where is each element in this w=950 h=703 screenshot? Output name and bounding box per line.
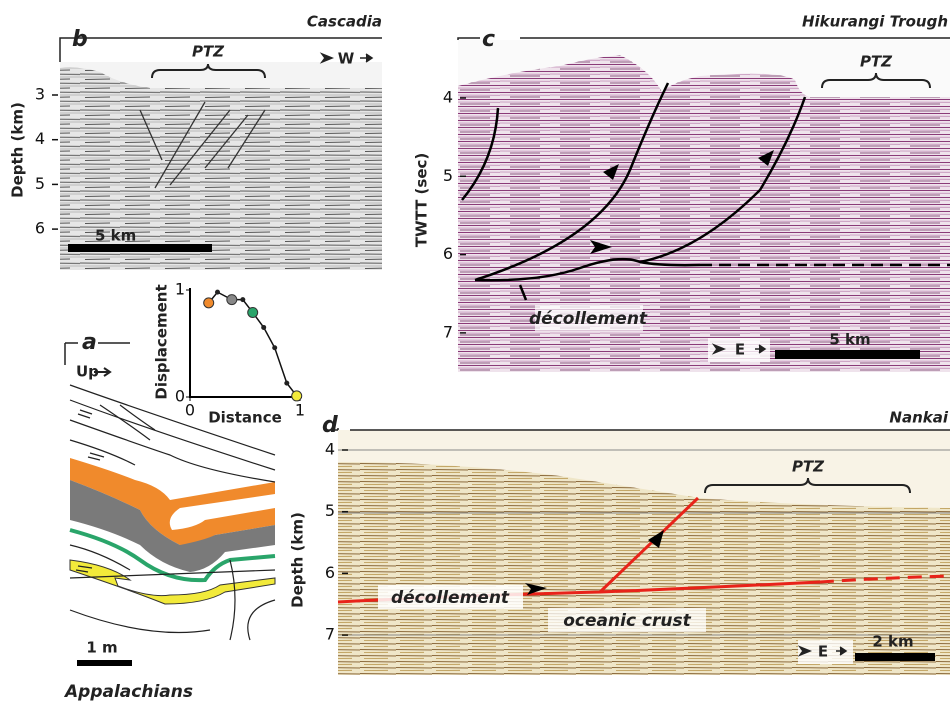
direction-label: Up [76, 363, 99, 381]
axis-label: Depth (km) [9, 102, 27, 198]
tick-label: 7 [325, 625, 335, 644]
scale-bar [68, 244, 212, 252]
tick-label: 6 [443, 244, 453, 263]
tick-label: 5 [325, 501, 335, 520]
zone-label: PTZ [192, 43, 225, 61]
inset-point [215, 290, 220, 295]
inset-y-tick-label: 1 [175, 280, 185, 299]
inset-point [227, 295, 237, 305]
inset-x-tick-label: 1 [295, 401, 305, 420]
panel-title: Cascadia [307, 13, 382, 31]
panel-frame [330, 428, 950, 430]
tick-label: 6 [35, 219, 45, 238]
scale-bar [855, 653, 935, 661]
inset-point [261, 325, 266, 330]
zone-label: PTZ [792, 458, 825, 476]
inset-point [272, 345, 277, 350]
tick-label: 3 [35, 85, 45, 104]
inset-point [248, 307, 258, 317]
layer-yellow [70, 560, 275, 604]
direction-label: E [735, 341, 745, 359]
inset-point [204, 298, 214, 308]
panel-d [330, 428, 950, 675]
fault-label: décollement [391, 588, 510, 608]
panel-a [65, 288, 302, 666]
axis-label: TWTT (sec) [413, 153, 431, 248]
inset-x-label: Distance [208, 409, 282, 427]
inset-point [284, 381, 289, 386]
zone-label: PTZ [860, 53, 893, 71]
inset-y-label: Displacement [153, 284, 171, 399]
tick-label: 6 [325, 563, 335, 582]
figure: b Cascadia PTZ W 5 km Depth (km) c Hikur… [0, 0, 950, 703]
inset-point [240, 297, 245, 302]
tick-label: 4 [443, 88, 453, 107]
panel-title: Hikurangi Trough [802, 13, 948, 31]
inset-point [292, 391, 302, 401]
inset-y-tick-label: 0 [175, 387, 185, 406]
panel-frame [458, 38, 950, 40]
scale-bar-label: 5 km [829, 331, 870, 349]
tick-label: 4 [35, 129, 45, 148]
scale-bar [775, 350, 920, 359]
scale-bar [77, 660, 132, 666]
direction-label: E [818, 643, 828, 661]
axis-label: Depth (km) [289, 512, 307, 608]
tick-label: 4 [325, 440, 335, 459]
panel-title: Nankai [889, 409, 948, 427]
panel-letter: b [72, 27, 88, 52]
panel-letter: a [82, 330, 97, 355]
direction-label: W [338, 50, 355, 68]
scale-bar-label: 2 km [872, 633, 913, 651]
layer-label: oceanic crust [563, 611, 691, 631]
panel-title: Appalachians [63, 682, 193, 702]
panel-letter: d [322, 413, 338, 438]
tick-label: 7 [443, 322, 453, 341]
panel-letter: c [482, 27, 495, 52]
scale-bar-label: 1 m [86, 639, 117, 657]
scale-bar-label: 5 km [95, 227, 136, 245]
tick-label: 5 [35, 174, 45, 193]
inset-x-tick-label: 0 [185, 401, 195, 420]
tick-label: 5 [443, 166, 453, 185]
fault-label: décollement [529, 309, 648, 329]
